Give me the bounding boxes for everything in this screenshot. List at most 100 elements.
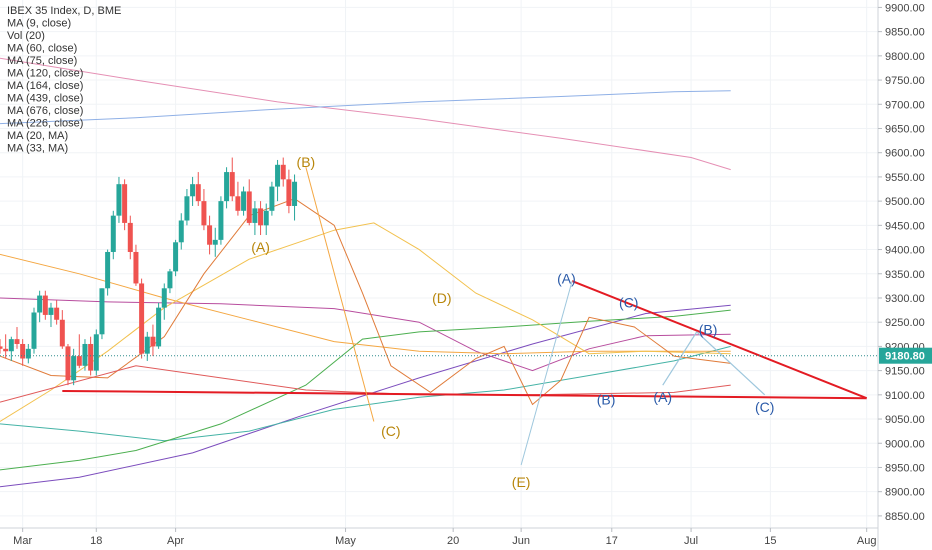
chart-title: IBEX 35 Index, D, BME	[7, 5, 121, 17]
y-tick-label: 9250.00	[885, 317, 925, 329]
x-tick-label: Mar	[13, 535, 32, 547]
indicator-ma-226: MA (226, close)	[7, 118, 83, 130]
candle	[173, 239, 179, 277]
wave-label: (B)	[597, 392, 616, 408]
y-tick-label: 8850.00	[885, 511, 925, 523]
wave-label: (A)	[653, 389, 672, 405]
y-tick-label: 9000.00	[885, 438, 925, 450]
candle	[25, 343, 31, 364]
candle	[286, 169, 292, 214]
ma-teal-line	[0, 345, 731, 442]
last-price-label: 9180.80	[879, 347, 932, 364]
indicator-ma-20-ma: MA (20, MA)	[7, 130, 68, 142]
wave-label: (B)	[699, 321, 718, 337]
candle	[8, 336, 14, 361]
wave-label: (C)	[381, 423, 400, 439]
y-tick-label: 9750.00	[885, 75, 925, 87]
plot-background	[0, 0, 878, 528]
time-axis[interactable]: Mar 18 Apr May 20 Jun 17 Jul 15 Aug	[13, 528, 876, 547]
indicator-ma-164: MA (164, close)	[7, 80, 83, 92]
indicator-ma-75: MA (75, close)	[7, 55, 77, 67]
candle	[178, 213, 184, 250]
candle	[195, 172, 201, 206]
candle	[229, 157, 235, 202]
candle	[54, 300, 60, 325]
y-tick-label: 9500.00	[885, 196, 925, 208]
y-tick-label: 9850.00	[885, 27, 925, 39]
y-tick-label: 9400.00	[885, 245, 925, 257]
legend: IBEX 35 Index, D, BME MA (9, close) Vol …	[7, 5, 121, 155]
y-tick-label: 9900.00	[885, 2, 925, 14]
y-tick-label: 9150.00	[885, 366, 925, 378]
indicator-ma-60: MA (60, close)	[7, 43, 77, 55]
last-price-value: 9180.80	[885, 351, 925, 363]
candle	[71, 348, 77, 386]
candle	[167, 268, 173, 294]
projection-wave-down	[696, 331, 766, 396]
candle	[275, 159, 281, 202]
candle	[190, 176, 196, 206]
candlestick-series	[0, 157, 298, 386]
ma-pink-line	[0, 57, 731, 171]
wave-label: (E)	[512, 474, 531, 490]
candle	[82, 339, 88, 371]
candle	[246, 179, 252, 226]
candle	[65, 343, 71, 386]
y-tick-label: 9700.00	[885, 99, 925, 111]
x-tick-label: 15	[764, 535, 776, 547]
wave-label: (C)	[619, 295, 638, 311]
candle	[3, 334, 9, 359]
indicator-ma-120: MA (120, close)	[7, 68, 83, 80]
candle	[14, 327, 20, 349]
y-tick-label: 9650.00	[885, 123, 925, 135]
candle	[76, 334, 82, 369]
candle	[156, 302, 162, 349]
y-tick-label: 9050.00	[885, 414, 925, 426]
y-tick-label: 9350.00	[885, 269, 925, 281]
candle	[93, 329, 99, 376]
x-tick-label: Jun	[512, 535, 530, 547]
candle	[37, 290, 43, 323]
candle	[31, 307, 37, 354]
candle	[48, 302, 54, 328]
candle	[235, 181, 241, 216]
candle	[105, 249, 111, 296]
wave-label: (B)	[297, 154, 316, 170]
candle	[269, 181, 275, 216]
candle	[184, 189, 190, 226]
x-tick-label: 20	[447, 535, 459, 547]
candle	[258, 201, 264, 236]
wave-label: (C)	[755, 399, 774, 415]
y-tick-label: 9600.00	[885, 148, 925, 160]
candle	[292, 174, 298, 221]
candle	[122, 179, 128, 231]
candle	[161, 283, 167, 320]
y-tick-label: 9300.00	[885, 293, 925, 305]
wave-label: (D)	[432, 290, 451, 306]
wave-label: (A)	[251, 239, 270, 255]
candle	[218, 196, 224, 245]
projection-wave-up	[662, 331, 698, 386]
x-tick-label: 18	[90, 535, 102, 547]
wave-label: (A)	[557, 270, 576, 286]
gridlines	[0, 0, 878, 528]
y-tick-label: 9550.00	[885, 172, 925, 184]
wave-labels: (B) (A) (D) (C) (E) (A) (C) (B) (A) (B) (C)	[251, 154, 774, 490]
ma-orange-slow-line	[0, 253, 731, 355]
candle	[207, 215, 213, 255]
indicator-ma-676: MA (676, close)	[7, 105, 83, 117]
candle	[99, 288, 105, 340]
x-tick-label: Apr	[167, 535, 184, 547]
y-tick-label: 8950.00	[885, 462, 925, 474]
candle	[252, 201, 258, 236]
y-tick-label: 9100.00	[885, 390, 925, 402]
ma-blue-line	[0, 90, 731, 125]
ma-green-line	[0, 309, 731, 471]
indicator-ma-9: MA (9, close)	[7, 18, 71, 30]
y-tick-label: 9450.00	[885, 220, 925, 232]
x-tick-label: May	[335, 535, 356, 547]
x-tick-label: Jul	[684, 535, 698, 547]
price-axis[interactable]: 9900.00 9850.00 9800.00 9750.00 9700.00 9650.…	[878, 2, 925, 523]
support-trendline	[62, 389, 867, 400]
